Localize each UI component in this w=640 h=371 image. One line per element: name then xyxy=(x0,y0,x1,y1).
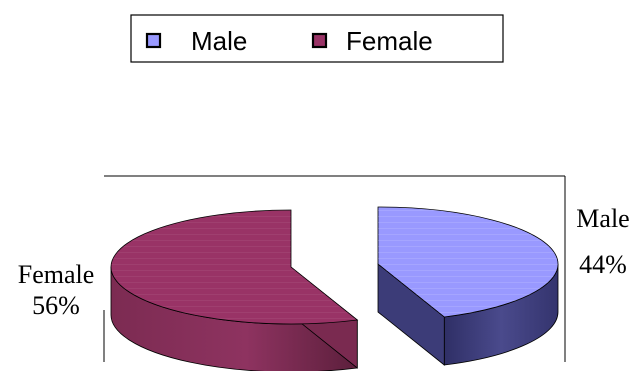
pie-slice-female-shading xyxy=(111,210,358,324)
data-label-male-name: Male xyxy=(576,204,629,233)
data-label-female-value: 56% xyxy=(32,291,80,320)
legend-swatch-female xyxy=(311,32,328,49)
legend-label-female: Female xyxy=(346,26,433,56)
data-label-female-name: Female xyxy=(18,260,95,289)
data-label-male-value: 44% xyxy=(579,250,627,279)
legend-swatch-male xyxy=(145,32,162,49)
pie-slice-male-shading xyxy=(378,207,559,317)
legend-label-male: Male xyxy=(191,26,247,56)
